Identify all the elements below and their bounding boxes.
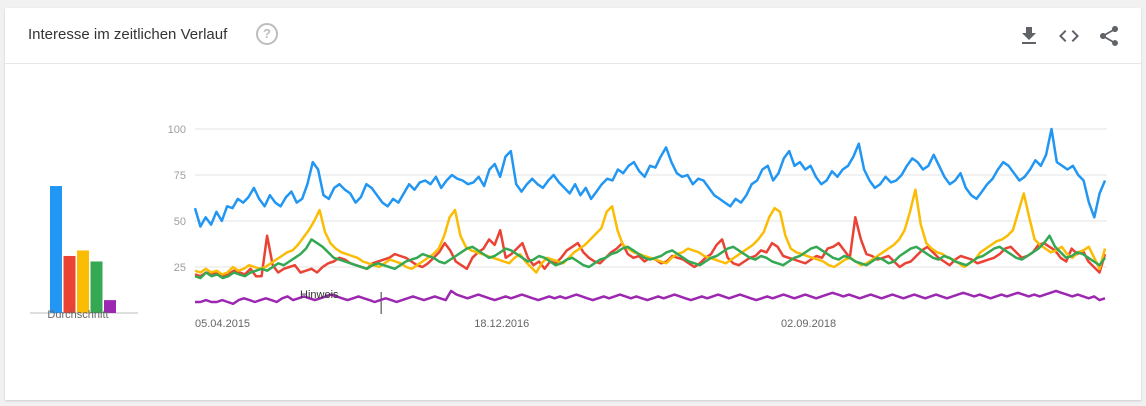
interest-over-time-card: Interesse im zeitlichen Verlauf ? xyxy=(5,8,1141,400)
embed-code-icon[interactable] xyxy=(1057,24,1081,48)
average-bar xyxy=(77,250,89,313)
card-title: Interesse im zeitlichen Verlauf xyxy=(28,26,228,43)
average-bar xyxy=(90,261,103,313)
share-icon[interactable] xyxy=(1097,24,1121,48)
x-tick-labels: 05.04.2015 18.12.2016 02.09.2018 xyxy=(195,318,836,330)
y-tick-label: 50 xyxy=(174,216,186,228)
y-tick-label: 25 xyxy=(174,262,186,274)
y-tick-label: 100 xyxy=(168,124,186,136)
x-tick-label: 18.12.2016 xyxy=(474,318,529,330)
average-bars xyxy=(30,186,138,314)
series-line xyxy=(195,289,1106,306)
help-circle-icon[interactable]: ? xyxy=(256,23,278,45)
annotation-label[interactable]: Hinweis xyxy=(300,289,339,301)
average-label: Durchschnitt xyxy=(47,309,109,321)
series-line xyxy=(194,234,1107,280)
grid-lines xyxy=(195,128,1107,268)
average-bar xyxy=(50,186,62,313)
x-tick-label: 02.09.2018 xyxy=(781,318,836,330)
y-tick-labels: 25 50 75 100 xyxy=(168,124,186,274)
series-line xyxy=(193,127,1107,228)
average-bar xyxy=(63,255,76,313)
download-icon[interactable] xyxy=(1017,24,1041,48)
average-bar xyxy=(104,300,116,313)
x-tick-label: 05.04.2015 xyxy=(195,318,250,330)
card-header: Interesse im zeitlichen Verlauf ? xyxy=(5,8,1141,64)
y-tick-label: 75 xyxy=(174,170,186,182)
series-lines xyxy=(193,127,1107,306)
